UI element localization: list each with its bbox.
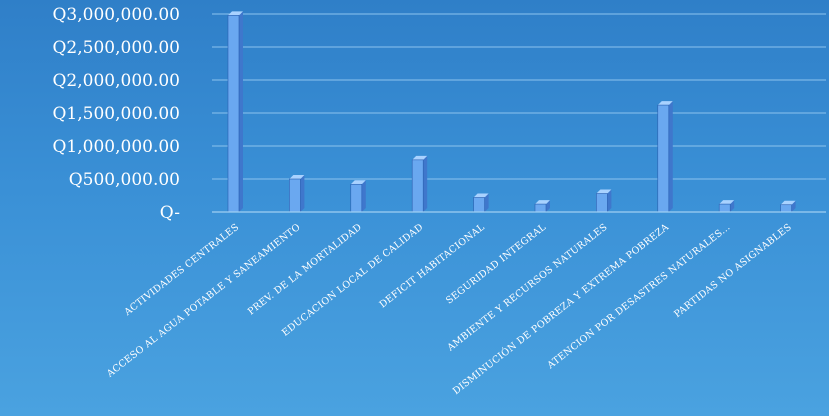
bar-side [361,180,366,212]
bar-front [473,197,485,213]
bars [227,11,796,213]
bar-side [607,189,612,212]
bar-top [534,200,550,205]
bar-top [657,101,673,106]
bar-top [412,155,428,160]
bar-top [780,200,796,205]
bar-side [484,193,489,212]
bar-side [423,155,428,212]
bar-side [300,175,305,212]
y-tick-label: Q2,000,000.00 [53,71,181,91]
bar-side [791,200,796,212]
bar-front [657,104,670,213]
x-tick-label: SEGURIDAD INTEGRAL [444,221,549,306]
bar [780,200,796,213]
bar-top [596,189,612,194]
bar-side [545,200,550,212]
x-tick-label: PREV. DE LA MORTALIDAD [246,222,364,318]
bar-top [473,193,489,198]
y-tick-label: Q3,000,000.00 [53,5,181,25]
bar-side [668,101,673,212]
bar [473,193,489,213]
bar [596,189,612,213]
bar-top [719,200,735,205]
bar-front [350,183,363,213]
y-tick-label: Q500,000.00 [69,170,180,190]
gridlines [212,13,826,180]
bar [657,101,673,213]
bar [289,175,305,213]
bar [534,200,550,213]
bar-front [289,178,301,213]
bar-front [596,193,608,213]
x-tick-label: DEFICIT HABITACIONAL [378,221,488,310]
y-tick-label: Q2,500,000.00 [53,38,181,58]
bar-front [227,15,240,213]
bar [227,11,243,213]
bar-front [411,159,424,213]
x-tick-label: PARTIDAS NO ASIGNABLES [672,222,794,320]
bar [411,155,428,213]
x-tick-label: DISMINUCIÓN DE POBREZA Y EXTREMA POBREZA [450,221,671,397]
bar-top [227,11,243,16]
bar-front [534,203,547,213]
bar-side [730,200,735,212]
y-tick-label: Q1,500,000.00 [53,104,181,124]
x-tick-label: ACTIVIDADES CENTRALES [122,222,242,319]
bar-top [350,180,366,185]
y-axis-tick-labels: Q- Q500,000.00 Q1,000,000.00 Q1,500,000.00 Q… [53,5,181,223]
bar-front [780,204,792,213]
bar-top [289,175,305,179]
bar [350,180,366,213]
y-tick-label: Q1,000,000.00 [53,137,181,157]
bar-side [238,11,243,212]
bar [718,200,735,213]
y-tick-label: Q- [160,203,180,223]
bar-front [718,203,731,213]
